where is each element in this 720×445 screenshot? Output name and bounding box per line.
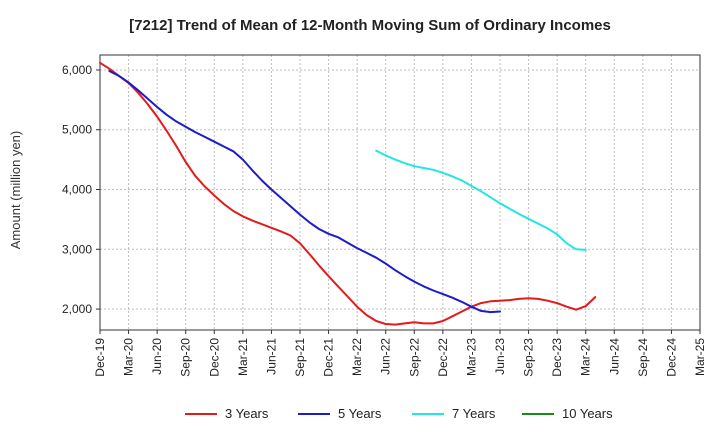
x-tick-label: Sep-22: [407, 338, 421, 377]
x-tick-label: Jun-21: [264, 338, 278, 375]
x-tick-label: Mar-23: [464, 338, 478, 376]
x-tick-label: Dec-24: [664, 338, 678, 377]
y-tick-label: 6,000: [62, 63, 92, 77]
x-axis-ticks: Dec-19 Mar-20 Jun-20 Sep-20 Dec-20 Mar-21 Jun-…: [93, 330, 707, 377]
x-tick-label: Mar-21: [236, 338, 250, 376]
x-tick-label: Sep-23: [522, 338, 536, 377]
y-tick-label: 3,000: [62, 242, 92, 256]
legend-label: 3 Years: [225, 406, 269, 421]
x-tick-label: Mar-20: [122, 338, 136, 376]
legend-label: 5 Years: [338, 406, 382, 421]
legend-label: 7 Years: [452, 406, 496, 421]
x-tick-label: Dec-19: [93, 338, 107, 377]
legend-label: 10 Years: [562, 406, 613, 421]
x-tick-label: Mar-24: [579, 338, 593, 376]
x-tick-label: Mar-25: [693, 338, 707, 376]
series-lines: [99, 61, 597, 326]
x-tick-label: Jun-20: [150, 338, 164, 375]
series-line-7-years: [375, 149, 587, 251]
x-tick-label: Jun-22: [379, 338, 393, 375]
x-tick-label: Dec-20: [207, 338, 221, 377]
plot-area-frame: [99, 54, 701, 331]
x-tick-label: Sep-24: [636, 338, 650, 377]
y-tick-label: 5,000: [62, 123, 92, 137]
y-axis-label: Amount (million yen): [8, 131, 23, 250]
grid-lines: [100, 55, 700, 330]
x-tick-label: Jun-24: [607, 338, 621, 375]
series-line-5-years: [108, 70, 501, 314]
y-axis-ticks: 2,000 3,000 4,000 5,000 6,000: [62, 63, 100, 316]
legend: 3 Years 5 Years 7 Years 10 Years: [185, 406, 613, 421]
x-tick-label: Dec-23: [550, 338, 564, 377]
series-line-3-years: [99, 61, 597, 326]
x-tick-label: Dec-22: [436, 338, 450, 377]
x-tick-label: Jun-23: [493, 338, 507, 375]
y-tick-label: 2,000: [62, 302, 92, 316]
x-tick-label: Dec-21: [322, 338, 336, 377]
x-tick-label: Sep-21: [293, 338, 307, 377]
y-tick-label: 4,000: [62, 183, 92, 197]
x-tick-label: Mar-22: [350, 338, 364, 376]
x-tick-label: Sep-20: [179, 338, 193, 377]
chart-title: [7212] Trend of Mean of 12-Month Moving …: [129, 17, 611, 34]
